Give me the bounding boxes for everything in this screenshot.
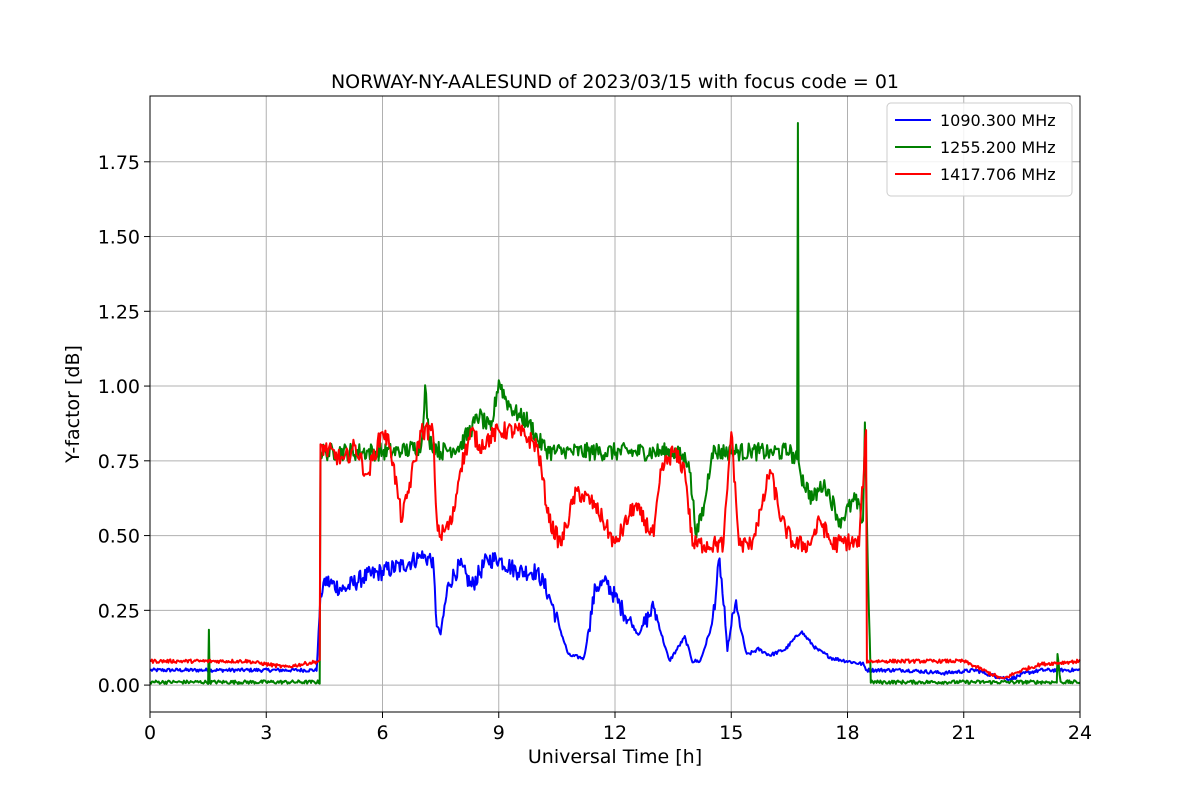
legend-label: 1417.706 MHz	[940, 165, 1056, 184]
x-axis-label: Universal Time [h]	[528, 746, 702, 768]
y-axis-label: Y-factor [dB]	[62, 345, 84, 464]
x-tick-label: 21	[952, 722, 976, 744]
y-tick-label: 1.50	[98, 227, 140, 249]
x-tick-label: 6	[376, 722, 388, 744]
y-axis-ticks: 0.00 0.25 0.50 0.75 1.00 1.25 1.50 1.75	[98, 152, 150, 697]
y-tick-label: 1.75	[98, 152, 140, 174]
x-tick-label: 0	[144, 722, 156, 744]
y-tick-label: 1.00	[98, 376, 140, 398]
x-axis-ticks: 0 3 6 9 12 15 18 21 24	[144, 712, 1092, 744]
x-tick-label: 15	[719, 722, 743, 744]
y-tick-label: 0.75	[98, 451, 140, 473]
legend: 1090.300 MHz 1255.200 MHz 1417.706 MHz	[886, 102, 1073, 197]
x-tick-label: 24	[1068, 722, 1092, 744]
y-tick-label: 1.25	[98, 301, 140, 323]
y-tick-label: 0.50	[98, 526, 140, 548]
x-tick-label: 18	[835, 722, 859, 744]
legend-label: 1255.200 MHz	[940, 138, 1056, 157]
y-tick-label: 0.25	[98, 600, 140, 622]
x-tick-label: 12	[603, 722, 627, 744]
chart-title: NORWAY-NY-AALESUND of 2023/03/15 with fo…	[331, 71, 899, 93]
legend-label: 1090.300 MHz	[940, 111, 1056, 130]
x-tick-label: 3	[260, 722, 272, 744]
series-lines	[149, 122, 1081, 685]
x-tick-label: 9	[493, 722, 505, 744]
legend-box	[886, 102, 1073, 197]
y-tick-label: 0.00	[98, 675, 140, 697]
series-line-2	[149, 421, 1081, 680]
series-line-0	[149, 550, 1081, 682]
series-line-1	[149, 122, 1081, 685]
